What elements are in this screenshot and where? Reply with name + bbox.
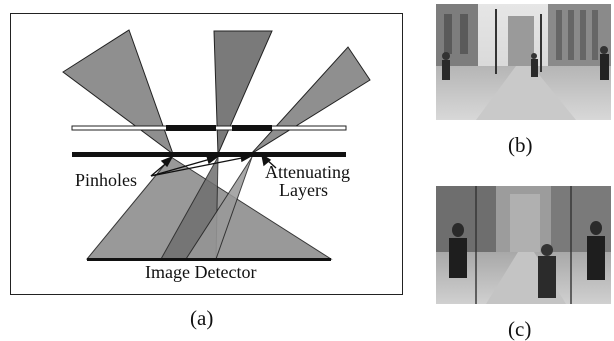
top-layer-segment-left — [166, 125, 216, 131]
pinholes-label: Pinholes — [75, 170, 138, 190]
attenuating-label-line1: Attenuating — [265, 162, 350, 182]
street-photo-b — [436, 4, 611, 120]
pinhole-arrows — [150, 153, 254, 177]
diagram-panel-a: Pinholes Attenuating Layers Image Detect… — [10, 13, 403, 295]
caption-b: (b) — [508, 133, 533, 157]
bottom-layer — [72, 152, 346, 157]
caption-a: (a) — [190, 306, 214, 330]
photo-panel-c — [436, 186, 611, 304]
street-photo-c — [436, 186, 611, 304]
upper-middle-cone — [213, 30, 273, 155]
attenuating-label-line2: Layers — [279, 180, 328, 200]
attenuating-arrow — [260, 153, 277, 169]
diagram-drawing — [62, 29, 371, 261]
image-detector-label: Image Detector — [145, 262, 257, 282]
image-detector — [87, 258, 331, 261]
upper-left-cone — [62, 29, 175, 156]
caption-c: (c) — [508, 317, 532, 341]
photo-panel-b — [436, 4, 611, 120]
top-layer-segment-right — [232, 125, 272, 131]
upper-right-cone — [250, 46, 371, 155]
